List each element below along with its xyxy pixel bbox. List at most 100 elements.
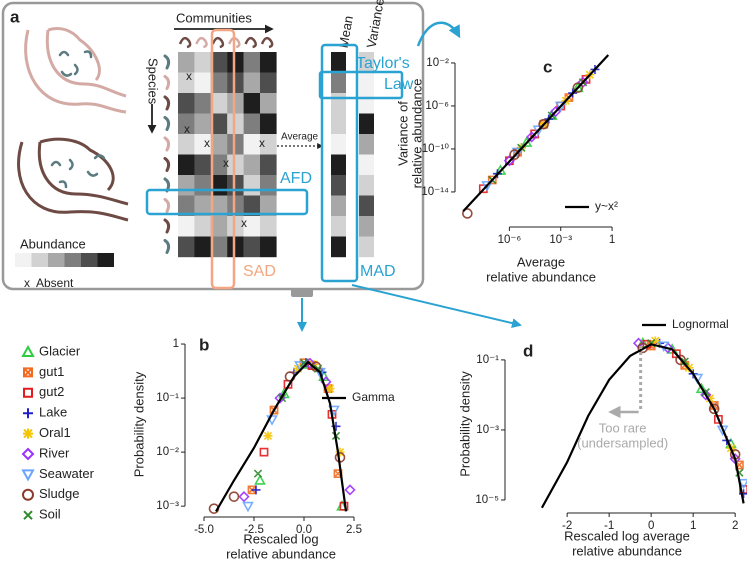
x-tick-label: 2 [732, 520, 738, 532]
data-point [253, 469, 263, 478]
x-tick-label: 1 [609, 234, 615, 246]
legend-label: Soil [39, 507, 61, 522]
heatmap-cell [178, 154, 195, 176]
sad-label: SAD [243, 263, 276, 280]
data-point [238, 491, 250, 503]
fit-line [215, 360, 348, 512]
heatmap-cell [194, 154, 211, 176]
x-axis-title: relative abundance [572, 543, 682, 558]
abundance-swatch [48, 253, 65, 267]
y-tick-label: 10⁻² [156, 446, 179, 458]
legend-marker [23, 367, 33, 378]
gut-healthy [24, 26, 127, 114]
heatmap-cell [243, 195, 261, 217]
heatmap-cell [178, 93, 195, 114]
heatmap-cell [194, 113, 211, 135]
x-axis-title: Rescaled log average [564, 528, 690, 543]
data-point [294, 361, 306, 372]
variance-cell [359, 93, 374, 114]
heatmap-cell [210, 93, 228, 114]
mean-cell [331, 216, 346, 237]
community-icon [228, 36, 241, 49]
y-tick-label: 10⁻¹⁰ [422, 143, 450, 155]
variance-cell [359, 175, 374, 196]
mean-cell [331, 236, 346, 258]
variance-cell [359, 113, 374, 135]
mean-label: Mean [336, 14, 356, 49]
y-tick-label: 10⁻¹ [156, 392, 179, 404]
connector-arrow [416, 21, 461, 47]
legend-label: Seawater [39, 466, 95, 481]
x-tick-label: -5.0 [194, 524, 214, 536]
absent-marker: x [184, 122, 190, 136]
x-tick-label: 0 [648, 520, 654, 532]
data-point [554, 101, 567, 113]
heatmap-cell [227, 113, 244, 135]
mean-cell [331, 175, 346, 196]
heatmap-cell [260, 195, 277, 217]
x-axis-title: relative abundance [486, 269, 596, 284]
heatmap-cell [227, 175, 244, 196]
variance-cell [359, 195, 374, 217]
data-point [251, 485, 261, 495]
mean-cell [331, 93, 346, 114]
fit-legend-label: Lognormal [672, 317, 729, 331]
panel-tab [291, 288, 313, 297]
heatmap-cell [178, 236, 195, 258]
absent-marker: x [24, 276, 30, 290]
heatmap-cell [210, 52, 228, 73]
x-tick-label: 10⁻³ [549, 234, 572, 246]
data-point [511, 147, 524, 159]
panel-letter: c [543, 57, 552, 76]
absent-marker: x [186, 69, 192, 83]
y-axis-title: Probability density [131, 371, 146, 477]
data-point [259, 447, 269, 457]
heatmap-cell [210, 113, 228, 135]
heatmap-cell [260, 154, 277, 176]
legend-label: Oral1 [39, 425, 71, 440]
heatmap-cell [210, 195, 228, 217]
legend-marker [21, 447, 35, 461]
heatmap-cell [210, 216, 228, 237]
data-point [581, 74, 591, 84]
heatmap-cell [260, 93, 277, 114]
fit-line [540, 343, 745, 509]
legend-marker [23, 510, 33, 520]
species-icon [163, 198, 171, 213]
sad-box [210, 28, 236, 290]
mean-cell [331, 113, 346, 135]
taylor-label: Law [384, 76, 414, 93]
data-point [254, 474, 266, 485]
x-axis-title: Rescaled log [243, 531, 318, 546]
heatmap-cell [243, 236, 261, 258]
x-tick-label: -2 [562, 520, 572, 532]
heatmap-cell [194, 236, 211, 258]
heatmap-cell [178, 134, 195, 155]
legend-marker [23, 387, 33, 398]
legend-marker [23, 408, 33, 419]
legend-label: Lake [39, 405, 67, 420]
panel-frame [1, 1, 425, 291]
heatmap-cell [194, 195, 211, 217]
heatmap-cell [227, 72, 244, 94]
heatmap-cell [260, 236, 277, 258]
afd-box [145, 188, 309, 216]
y-tick-label: 10⁻¹ [476, 354, 499, 366]
data-point [737, 478, 747, 490]
species-icon [163, 54, 171, 70]
community-icon [260, 36, 274, 49]
heatmap-cell [243, 216, 261, 237]
fit-legend-label: Gamma [352, 390, 395, 404]
heatmap-cell [227, 93, 244, 114]
variance-cell [359, 134, 374, 155]
species-icon [163, 95, 171, 111]
mean-cell [331, 72, 346, 94]
heatmap-cell [243, 175, 261, 196]
variance-cell [359, 154, 374, 176]
data-point [662, 342, 674, 354]
species-icon [163, 116, 171, 131]
absent-marker: x [241, 216, 247, 230]
heatmap-cell [178, 113, 195, 135]
x-tick-label: 10⁻⁶ [498, 234, 522, 246]
heatmap-cell [227, 154, 244, 176]
